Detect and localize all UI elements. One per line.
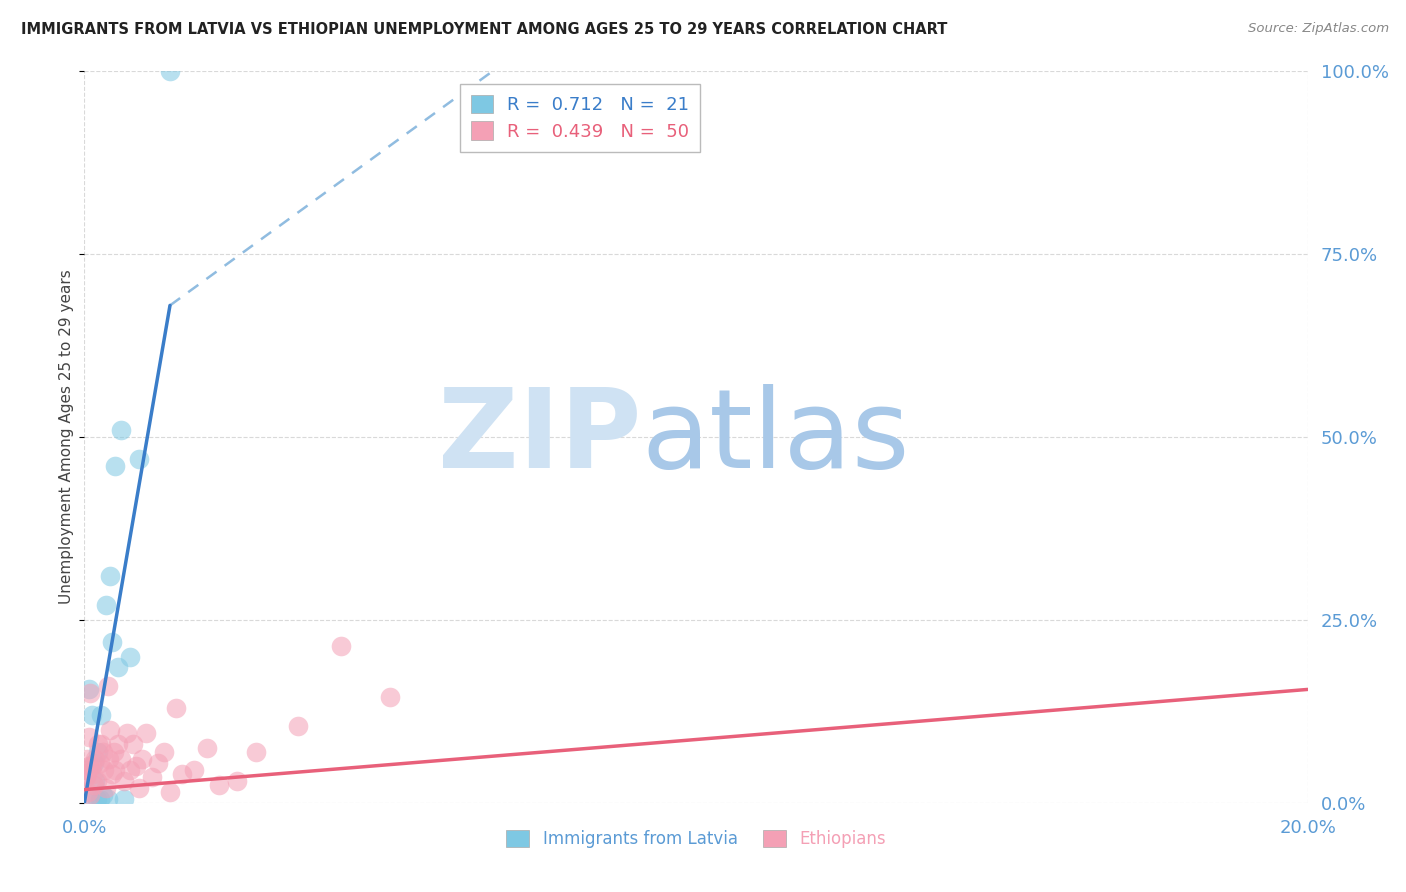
Point [82, 766, 104, 780]
Text: IMMIGRANTS FROM LATVIA VS ETHIOPIAN UNEMPLOYMENT AMONG AGES 25 TO 29 YEARS CORRE: IMMIGRANTS FROM LATVIA VS ETHIOPIAN UNEM… [21, 22, 948, 37]
Point [153, 745, 176, 759]
Point [76, 766, 98, 780]
Point [87, 745, 110, 759]
Point [245, 745, 267, 759]
Point [87, 737, 110, 751]
Point [84, 773, 107, 788]
Point [159, 785, 181, 799]
Point [90, 737, 112, 751]
Point [75, 770, 97, 784]
Point [128, 781, 150, 796]
Point [125, 759, 148, 773]
Point [76, 752, 98, 766]
Point [330, 639, 353, 653]
Point [159, 64, 181, 78]
Point [112, 773, 135, 788]
Point [101, 766, 124, 780]
Point [79, 789, 101, 803]
Point [101, 635, 124, 649]
Point [112, 792, 135, 806]
Point [97, 792, 120, 806]
Point [183, 763, 205, 777]
Point [115, 726, 138, 740]
Point [195, 740, 218, 755]
Point [122, 737, 145, 751]
Point [98, 723, 121, 737]
Point [103, 745, 125, 759]
Point [97, 679, 120, 693]
Point [75, 763, 97, 777]
Point [120, 763, 142, 777]
Text: atlas: atlas [641, 384, 910, 491]
Point [120, 649, 142, 664]
Point [141, 770, 163, 784]
Point [131, 752, 153, 766]
Point [104, 763, 127, 777]
Point [165, 700, 187, 714]
Point [110, 752, 132, 766]
Point [79, 792, 101, 806]
Point [86, 792, 108, 806]
Point [135, 726, 157, 740]
Point [91, 745, 114, 759]
Point [77, 730, 100, 744]
Point [94, 599, 117, 613]
Point [98, 569, 121, 583]
Point [128, 452, 150, 467]
Point [146, 756, 169, 770]
Point [208, 778, 231, 792]
Point [80, 708, 103, 723]
Point [91, 789, 114, 803]
Point [86, 773, 108, 788]
Legend: Immigrants from Latvia, Ethiopians: Immigrants from Latvia, Ethiopians [498, 822, 894, 856]
Point [380, 690, 402, 704]
Point [104, 459, 127, 474]
Text: ZIP: ZIP [437, 384, 641, 491]
Point [110, 423, 132, 437]
Point [97, 752, 120, 766]
Text: Source: ZipAtlas.com: Source: ZipAtlas.com [1249, 22, 1389, 36]
Point [89, 756, 111, 770]
Point [77, 785, 100, 799]
Point [172, 766, 194, 780]
Point [80, 759, 103, 773]
Point [77, 759, 100, 773]
Point [90, 708, 112, 723]
Y-axis label: Unemployment Among Ages 25 to 29 years: Unemployment Among Ages 25 to 29 years [59, 269, 73, 605]
Point [107, 660, 129, 674]
Point [226, 773, 249, 788]
Point [84, 752, 107, 766]
Point [287, 719, 309, 733]
Point [79, 686, 101, 700]
Point [107, 737, 129, 751]
Point [83, 756, 105, 770]
Point [89, 792, 111, 806]
Point [83, 778, 105, 792]
Point [93, 763, 115, 777]
Point [94, 781, 117, 796]
Point [77, 682, 100, 697]
